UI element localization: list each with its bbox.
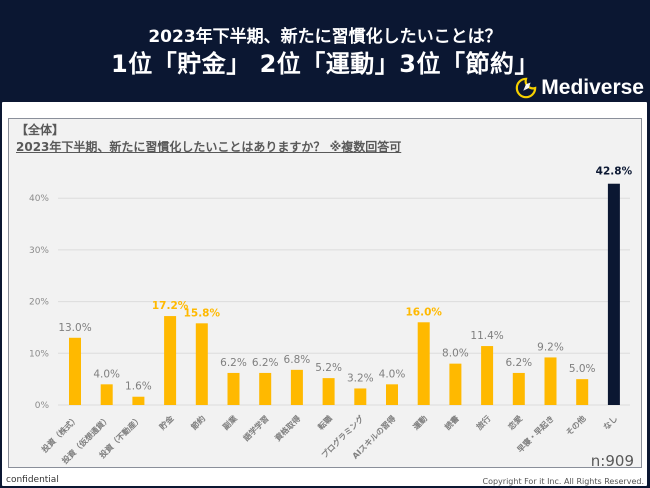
bar: [259, 372, 272, 405]
bar: [322, 378, 335, 405]
data-label: 9.2%: [537, 341, 564, 353]
data-label: 1.6%: [125, 381, 152, 393]
data-label: 6.2%: [252, 357, 279, 369]
data-label: 6.2%: [505, 357, 532, 369]
section-label: 【全体】: [16, 123, 65, 137]
data-label: 4.0%: [93, 368, 120, 380]
y-tick-label: 0%: [35, 401, 50, 411]
data-label: 17.2%: [152, 300, 189, 312]
y-tick-label: 40%: [29, 194, 49, 204]
data-label: 4.0%: [379, 368, 406, 380]
bar: [544, 357, 557, 405]
x-tick-label: 副業: [221, 413, 240, 432]
bar: [354, 388, 367, 405]
bar: [512, 372, 525, 405]
sample-size: n:909: [590, 452, 634, 470]
bar: [132, 396, 145, 405]
bar: [69, 337, 81, 405]
bar: [290, 369, 303, 405]
x-tick-label: 転職: [316, 413, 334, 431]
x-tick-label: 節約: [189, 413, 207, 431]
mediverse-logo: Mediverse: [515, 76, 644, 100]
chart-panel: [8, 118, 642, 468]
header-title-line1: 2023年下半期、新たに習慣化したいことは？: [148, 27, 502, 47]
bar: [481, 346, 494, 405]
bar: [607, 183, 620, 405]
y-tick-label: 10%: [29, 349, 49, 359]
header-title-line2: 1位「貯金」 2位「運動」3位「節約」: [111, 50, 539, 78]
x-tick-label: 旅行: [474, 413, 492, 431]
bar: [195, 323, 208, 405]
data-label: 42.8%: [596, 166, 633, 178]
rocket-moon-icon: [516, 77, 537, 99]
y-tick-label: 30%: [29, 246, 49, 256]
data-label: 13.0%: [58, 322, 91, 334]
x-tick-label: 語学学習: [241, 413, 271, 443]
header-banner: 2023年下半期、新たに習慣化したいことは？ 1位「貯金」 2位「運動」3位「節…: [0, 0, 650, 102]
logo-text: Mediverse: [541, 76, 644, 99]
data-label: 5.2%: [315, 362, 342, 374]
bar: [100, 384, 113, 405]
bar: [386, 384, 398, 405]
bar: [449, 363, 462, 405]
copyright-text: Copyright For it Inc. All Rights Reserve…: [482, 477, 644, 486]
data-label: 15.8%: [184, 307, 221, 319]
data-label: 6.8%: [284, 354, 311, 366]
data-label: 11.4%: [470, 330, 503, 342]
y-tick-label: 20%: [29, 298, 49, 308]
x-tick-label: 恋愛: [506, 413, 524, 431]
x-tick-label: 運動: [411, 413, 429, 431]
data-label: 5.0%: [569, 363, 596, 375]
x-tick-label: 貯金: [157, 413, 176, 432]
x-tick-label: その他: [564, 413, 588, 437]
bar: [227, 372, 240, 405]
chart-question: 2023年下半期、新たに習慣化したいことはありますか？ ※複数回答可: [16, 140, 402, 154]
data-label: 3.2%: [347, 372, 374, 384]
data-label: 16.0%: [405, 306, 442, 318]
bar: [576, 379, 589, 405]
x-tick-label: 読書: [442, 413, 460, 431]
x-tick-label: なし: [602, 414, 620, 432]
x-tick-label: 資格取得: [273, 413, 303, 443]
bar: [417, 322, 430, 405]
bar: [164, 316, 177, 405]
data-label: 6.2%: [220, 357, 247, 369]
confidential-label: confidential: [6, 475, 59, 485]
data-label: 8.0%: [442, 348, 469, 360]
